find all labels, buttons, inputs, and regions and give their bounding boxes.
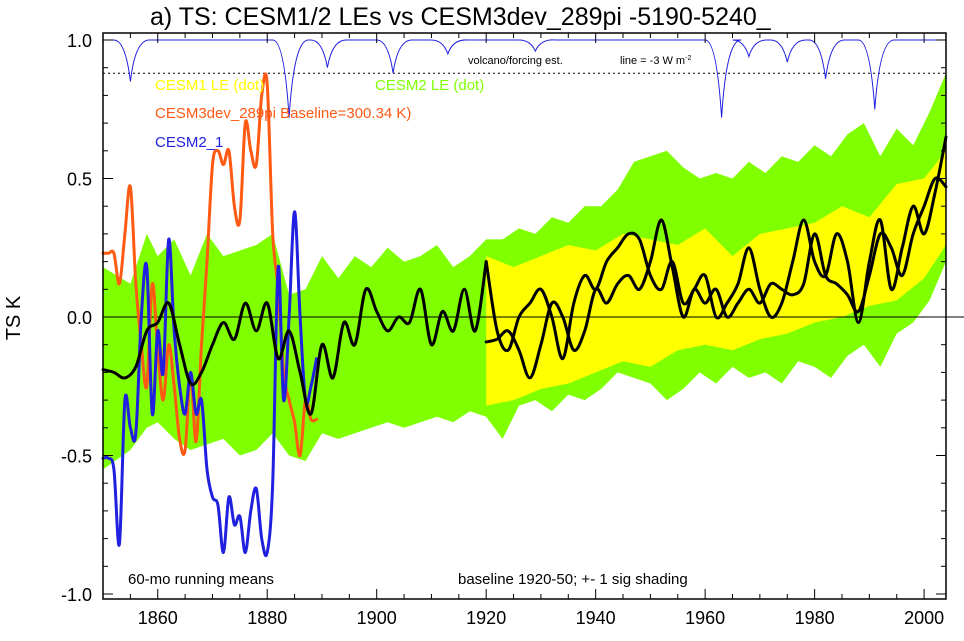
x-tick-label: 1980 (795, 608, 835, 628)
line-cesm2-1 (101, 210, 318, 558)
line-cesm1-le-ensemble-mean (484, 176, 948, 380)
y-tick-label: 0.5 (67, 170, 92, 190)
x-tick-label: 1920 (466, 608, 506, 628)
y-tick-label: -1.0 (61, 585, 92, 605)
annotation-volcano: volcano/forcing est. (468, 55, 563, 67)
band-cesm1-le-dot (486, 150, 946, 406)
y-tick-label: -0.5 (61, 447, 92, 467)
axes: 1860 1880 1900 1920 1940 1960 1980 2000 -1.0 -0.5… (61, 31, 946, 628)
x-tick-label: 1960 (685, 608, 725, 628)
y-axis-label: TS K (3, 295, 25, 340)
legend-cesm2-1: CESM2_1 (155, 134, 223, 151)
legend-cesm1: CESM1 LE (dot) (155, 77, 264, 94)
x-tick-label: 1940 (576, 608, 616, 628)
series-lines (101, 72, 948, 558)
line-cesm2-le-ensemble-mean-1920-2004 (484, 135, 948, 361)
legend-cesm3dev: CESM3dev_289pi Baseline=300.34 K) (155, 105, 411, 122)
annotation-volcano-line: line = -3 W m-2 (620, 55, 691, 67)
annotation-volcano-line-text: line = -3 W m (620, 55, 685, 67)
x-tick-label: 1860 (138, 608, 178, 628)
x-tick-label: 2000 (904, 608, 944, 628)
line-cesm2-le-ensemble-mean (101, 260, 488, 416)
annotation-running-mean: 60-mo running means (128, 571, 274, 588)
chart-title: a) TS: CESM1/2 LEs vs CESM3dev_289pi -51… (150, 3, 772, 31)
volcano-forcing-line (103, 39, 946, 118)
legend-cesm2: CESM2 LE (dot) (375, 77, 484, 94)
volcano-forcing (103, 39, 946, 118)
annotation-baseline: baseline 1920-50; +- 1 sig shading (458, 571, 688, 588)
annotation-volcano-line-sup: -2 (685, 55, 691, 62)
plot-frame (102, 32, 947, 600)
y-tick-label: 1.0 (67, 31, 92, 51)
y-tick-label: 0.0 (67, 308, 92, 328)
x-tick-label: 1900 (357, 608, 397, 628)
x-tick-label: 1880 (247, 608, 287, 628)
